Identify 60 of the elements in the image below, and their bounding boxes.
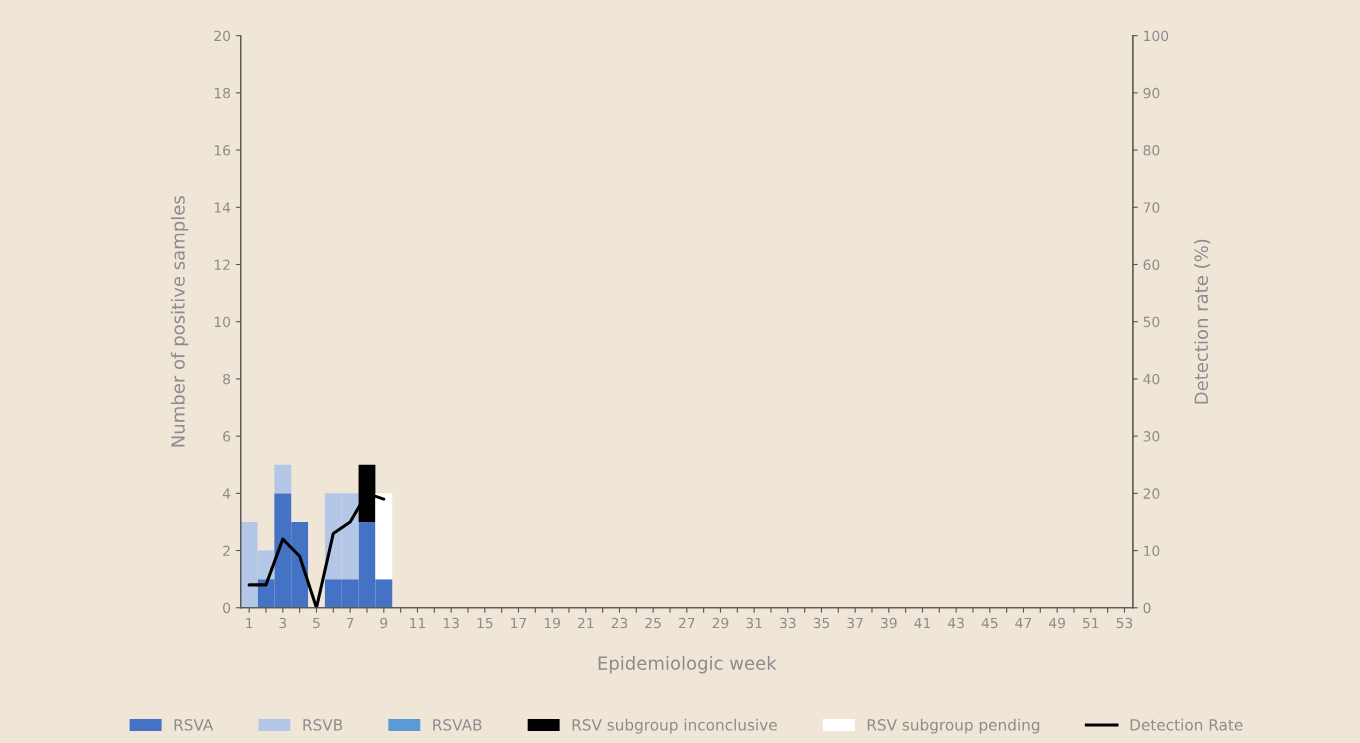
y-tick-label: 0 — [223, 602, 231, 614]
y-tick-label: 4 — [222, 488, 231, 499]
y-axis-title: Number of positive samples — [170, 196, 189, 447]
legend-label: Detection Rate — [1130, 718, 1243, 731]
y-tick-label: 16 — [214, 145, 231, 156]
x-tick-label: 35 — [813, 617, 830, 629]
x-tick-label: 43 — [947, 617, 964, 629]
y2-tick-label: 80 — [1143, 145, 1160, 156]
x-tick-label: 17 — [511, 617, 527, 629]
x-tick-label: 19 — [544, 617, 560, 629]
x-tick-label: 33 — [780, 617, 796, 629]
legend-label: RSV subgroup pending — [867, 718, 1040, 734]
y-tick-label: 14 — [214, 202, 231, 213]
x-tick-label: 49 — [1048, 617, 1065, 629]
x-tick-label: 31 — [746, 617, 762, 629]
x-tick-label: 27 — [678, 617, 695, 629]
x-tick-label: 1 — [246, 617, 253, 629]
x-tick-label: 15 — [477, 617, 493, 629]
x-axis-title: Epidemiologic week — [598, 655, 777, 674]
y-tick-label: 20 — [214, 30, 231, 42]
legend-label: RSVAB — [433, 719, 482, 731]
x-tick-label: 13 — [443, 617, 459, 629]
x-tick-label: 3 — [279, 617, 287, 629]
y2-tick-label: 60 — [1143, 259, 1160, 270]
legend-label: RSV subgroup inconclusive — [572, 718, 777, 734]
y2-tick-label: 90 — [1143, 87, 1160, 99]
y-tick-label: 2 — [223, 545, 230, 556]
x-tick-label: 23 — [611, 617, 628, 629]
bar — [375, 493, 393, 580]
x-tick-label: 21 — [577, 617, 594, 629]
x-tick-label: 51 — [1083, 617, 1099, 629]
x-tick-label: 39 — [881, 617, 897, 629]
x-tick-label: 9 — [380, 617, 388, 629]
legend-label: RSVB — [303, 719, 343, 731]
y-tick-label: 6 — [223, 431, 231, 442]
legend-label: RSVA — [174, 719, 214, 731]
y-tick-label: 18 — [214, 87, 231, 99]
y2-tick-label: 100 — [1144, 30, 1169, 42]
y-tick-label: 10 — [214, 316, 231, 328]
x-tick-label: 25 — [645, 617, 661, 629]
x-tick-label: 37 — [847, 617, 863, 629]
x-tick-label: 41 — [914, 617, 931, 629]
y2-tick-label: 30 — [1143, 431, 1160, 442]
y-tick-label: 12 — [214, 259, 230, 270]
y2-tick-label: 70 — [1143, 202, 1160, 213]
y2-tick-label: 40 — [1143, 373, 1160, 385]
bar — [274, 464, 292, 494]
y2-tick-label: 10 — [1144, 545, 1160, 557]
x-tick-label: 7 — [346, 617, 354, 629]
y-tick-label: 8 — [223, 373, 231, 385]
x-tick-label: 11 — [410, 617, 426, 629]
y2-tick-label: 20 — [1143, 488, 1160, 499]
y2-axis-title: Detection rate (%) — [1194, 239, 1211, 404]
y2-tick-label: 50 — [1143, 316, 1160, 328]
x-tick-label: 47 — [1015, 617, 1032, 629]
x-tick-label: 53 — [1116, 617, 1133, 629]
x-tick-label: 45 — [981, 617, 998, 629]
y2-tick-label: 0 — [1143, 602, 1151, 614]
x-tick-label: 29 — [712, 617, 729, 629]
x-tick-label: 5 — [313, 617, 320, 629]
